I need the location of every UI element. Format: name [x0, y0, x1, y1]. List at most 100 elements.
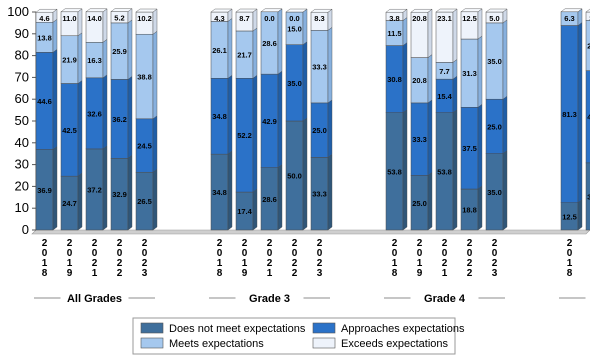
data-label: 52.2: [237, 131, 252, 140]
x-year-digit: 1: [92, 268, 98, 279]
data-label: 33.3: [312, 190, 327, 199]
data-label: 15.4: [437, 92, 452, 101]
x-year-digit: 3: [492, 268, 498, 279]
bar-segment-side: [402, 17, 408, 46]
x-year-digit: 2: [217, 238, 223, 249]
x-year-digit: 0: [92, 248, 98, 259]
bar-segment-side: [452, 58, 458, 80]
data-label: 26.5: [137, 197, 152, 206]
bar-segment-side: [102, 145, 108, 231]
bar-segment-side: [277, 164, 283, 231]
bar-segment-side: [52, 18, 58, 53]
bar-segment-side: [152, 8, 158, 35]
x-year-digit: 1: [567, 258, 573, 269]
bar-segment-side: [402, 42, 408, 114]
x-year-digit: 2: [417, 238, 423, 249]
data-label: 33.3: [412, 135, 427, 144]
data-label: 5.0: [489, 14, 499, 23]
bar-segment-side: [577, 199, 583, 231]
bar-segment-side: [102, 74, 108, 150]
group-label: Grade 4: [424, 293, 466, 305]
bar-top: [260, 8, 283, 12]
data-label: 0.0: [289, 14, 299, 23]
group-label: Grade 3: [249, 293, 290, 305]
bar-segment-side: [152, 168, 158, 231]
bar-segment-side: [77, 80, 83, 177]
data-label: 20.8: [412, 14, 427, 23]
bar-segment-side: [252, 74, 258, 193]
bar-segment-side: [577, 22, 583, 204]
x-year-digit: 1: [267, 268, 273, 279]
data-label: 36.9: [37, 186, 52, 195]
data-label: 17.4: [237, 207, 252, 216]
y-tick-label: 20: [15, 178, 29, 193]
data-label: 28.6: [262, 195, 277, 204]
bar-segment-side: [52, 146, 58, 231]
data-label: 32.6: [87, 109, 102, 118]
bar-segment-side: [327, 154, 333, 231]
data-label: 32.9: [112, 190, 127, 199]
legend-box: [132, 317, 456, 355]
bar-segment-side: [302, 117, 308, 231]
x-year-digit: 1: [242, 258, 248, 269]
x-year-digit: 0: [317, 248, 323, 259]
data-label: 10.2: [137, 14, 152, 23]
bar-segment-side: [327, 99, 333, 158]
data-label: 34.8: [212, 112, 227, 121]
bar-segment-side: [302, 41, 308, 122]
chart-floor: [31, 229, 590, 235]
x-year-digit: 2: [117, 258, 123, 269]
x-year-digit: 2: [567, 238, 573, 249]
x-year-digit: 3: [142, 268, 148, 279]
bar-segment-side: [427, 54, 433, 104]
x-year-digit: 2: [242, 238, 248, 249]
bar-segment-side: [502, 19, 508, 100]
data-label: 25.0: [312, 126, 327, 135]
data-label: 8.7: [239, 14, 249, 23]
bar-segment-side: [77, 172, 83, 231]
y-tick-label: 10: [15, 200, 29, 215]
y-tick-label: 90: [15, 26, 29, 41]
x-year-digit: 0: [142, 248, 148, 259]
legend-swatch: [312, 337, 336, 349]
x-year-digit: 2: [467, 268, 473, 279]
bar-segment-side: [52, 48, 58, 150]
bar-segment-side: [277, 8, 283, 75]
group-label: All Grades: [67, 293, 122, 305]
y-tick-label: 60: [15, 91, 29, 106]
x-year-digit: 8: [42, 268, 48, 279]
y-tick-label: 70: [15, 69, 29, 84]
x-year-digit: 2: [292, 258, 298, 269]
bar-segment-side: [502, 95, 508, 155]
x-year-digit: 9: [242, 268, 248, 279]
bar-segment-side: [277, 70, 283, 169]
bar-segment-side: [127, 19, 133, 80]
x-year-digit: 2: [117, 268, 123, 279]
data-label: 23.1: [437, 14, 452, 23]
bar-segment-side: [152, 115, 158, 173]
data-label: 23.1: [587, 41, 590, 50]
data-label: 81.3: [562, 110, 577, 119]
legend-label: Exceeds expectations: [341, 338, 449, 350]
data-label: 50.0: [287, 172, 302, 181]
data-label: 20.8: [412, 76, 427, 85]
bar-segment-side: [452, 75, 458, 114]
bar-segment-side: [252, 27, 258, 79]
x-year-digit: 2: [492, 238, 498, 249]
data-label: 53.8: [387, 167, 402, 176]
data-label: 26.1: [212, 46, 227, 55]
bar-segment-side: [77, 32, 83, 84]
bar-segment-side: [452, 8, 458, 63]
y-tick-label: 80: [15, 48, 29, 63]
bar-top: [110, 8, 133, 12]
bar-segment-side: [327, 26, 333, 104]
x-year-digit: 0: [392, 248, 398, 259]
data-label: 24.5: [137, 142, 152, 151]
x-year-digit: 0: [242, 248, 248, 259]
x-year-digit: 1: [217, 258, 223, 269]
x-year-digit: 2: [92, 258, 98, 269]
data-label: 5.2: [114, 14, 124, 23]
x-year-digit: 2: [442, 258, 448, 269]
data-label: 42.5: [62, 126, 77, 135]
bar-segment-side: [227, 17, 233, 79]
